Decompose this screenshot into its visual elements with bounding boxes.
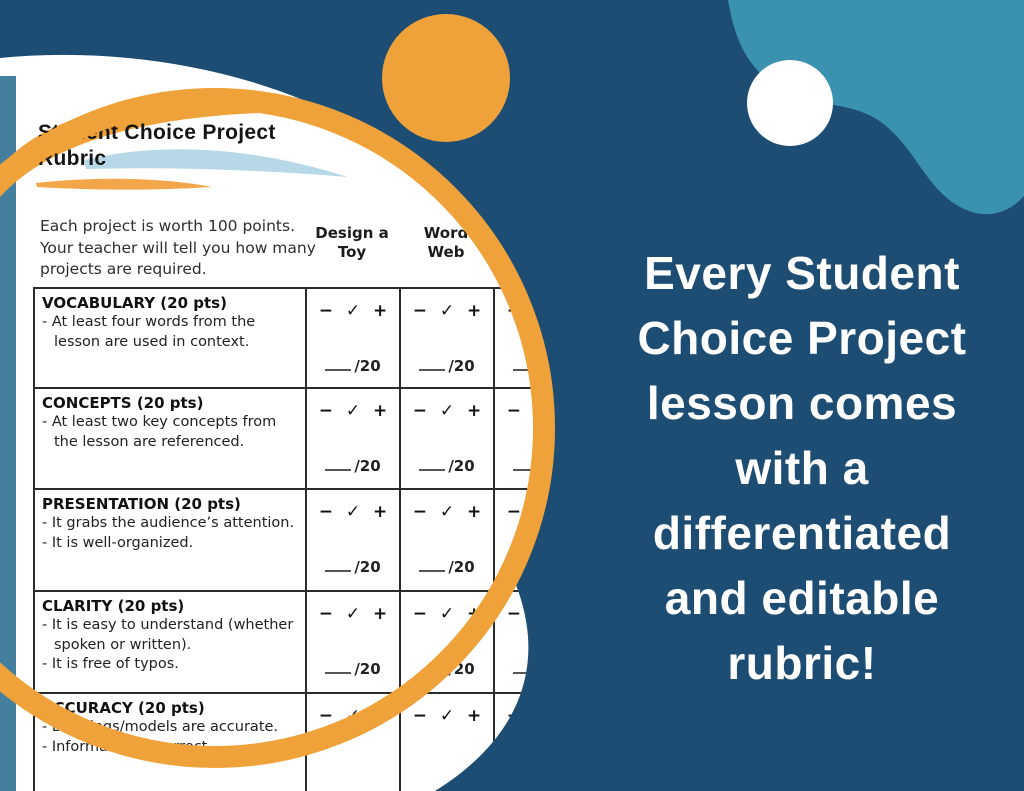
rating-marks: − ✓ + (412, 604, 482, 624)
rating-marks: − ✓ + (506, 301, 576, 321)
criterion: PRESENTATION (20 pts) It grabs the audie… (42, 494, 302, 553)
rating-marks: − ✓ + (412, 706, 482, 726)
headline: Every Student Choice Project lesson come… (578, 241, 1024, 696)
rating-marks: − ✓ + (506, 604, 576, 624)
score-line: /20 (495, 355, 587, 375)
document-edge-bar (0, 76, 16, 791)
score-blank (419, 658, 445, 674)
score-cell: − ✓ + /20 (307, 389, 399, 421)
score-cell: − ✓ + /20 (401, 490, 493, 522)
table-row-accuracy: ACCURACY (20 pts) Drawings/models are ac… (35, 694, 655, 791)
score-line: /20 (401, 658, 493, 678)
rating-marks: − ✓ + (506, 401, 576, 421)
score-line: /20 (401, 455, 493, 475)
score-cell: − ✓ + /20 (495, 389, 587, 421)
score-cell: − ✓ + /20 (401, 592, 493, 624)
criterion-bullet: It is well-organized. (42, 534, 302, 554)
score-cell: − ✓ + /20 (495, 490, 587, 522)
title-underline-swoosh (36, 179, 212, 190)
headline-line: with a (735, 442, 869, 494)
score-blank (513, 355, 539, 371)
rating-marks: − ✓ + (318, 502, 388, 522)
headline-line: Choice Project (637, 312, 967, 364)
criterion-bullet: Drawings/models are accurate. (42, 718, 302, 738)
score-blank (513, 455, 539, 471)
score-line: /20 (401, 556, 493, 576)
headline-line: and editable (664, 572, 940, 624)
score-cell: − ✓ + /20 (495, 592, 587, 624)
document-title-line2: Rubric (38, 147, 107, 170)
teal-corner-blob (728, 0, 1024, 215)
criterion-bullet: At least four words from the lesson are … (42, 313, 302, 352)
score-blank (419, 556, 445, 572)
headline-line: differentiated (652, 507, 952, 559)
score-cell: − ✓ + (401, 694, 493, 726)
rating-marks: − ✓ + (318, 301, 388, 321)
orange-dot (382, 14, 510, 142)
score-cell: − ✓ + (307, 694, 399, 726)
score-line: /20 (307, 658, 399, 678)
criterion-title: ACCURACY (20 pts) (42, 699, 205, 717)
score-cell: − ✓ + /20 (401, 389, 493, 421)
score-cell: − ✓ + /20 (307, 289, 399, 321)
score-line: /20 (495, 658, 587, 678)
criterion-bullet: It grabs the audience’s attention. (42, 514, 302, 534)
rating-marks: − ✓ + (412, 401, 482, 421)
headline-line: lesson comes (646, 377, 958, 429)
score-cell: − ✓ + /20 (495, 289, 587, 321)
score-blank (325, 355, 351, 371)
document-intro: Each project is worth 100 points. Your t… (40, 217, 316, 278)
table-row-concepts: CONCEPTS (20 pts) At least two key conce… (35, 389, 655, 490)
criterion: CONCEPTS (20 pts) At least two key conce… (42, 393, 302, 452)
score-line: /20 (307, 556, 399, 576)
table-row-vocabulary: VOCABULARY (20 pts) At least four words … (35, 289, 655, 389)
rating-marks: − ✓ + (318, 401, 388, 421)
document-title: Student Choice Project Rubric (38, 120, 276, 172)
criterion: ACCURACY (20 pts) Drawings/models are ac… (42, 698, 302, 757)
criterion-title: PRESENTATION (20 pts) (42, 495, 241, 513)
score-line: /20 (495, 455, 587, 475)
score-cell: − ✓ + /20 (307, 490, 399, 522)
table-row-clarity: CLARITY (20 pts) It is easy to understan… (35, 592, 655, 694)
headline-line: Every Student (644, 247, 960, 299)
score-blank (513, 658, 539, 674)
criterion-bullet: At least two key concepts from the lesso… (42, 413, 302, 452)
score-blank (513, 556, 539, 572)
rubric-table: VOCABULARY (20 pts) At least four words … (33, 287, 657, 791)
rating-marks: − ✓ + (412, 502, 482, 522)
score-cell: − ✓ + /20 (307, 592, 399, 624)
score-cell: − ✓ + (495, 694, 587, 726)
table-row-presentation: PRESENTATION (20 pts) It grabs the audie… (35, 490, 655, 592)
criterion-title: CONCEPTS (20 pts) (42, 394, 204, 412)
white-dot (747, 60, 833, 146)
score-blank (325, 556, 351, 572)
score-line: /20 (307, 355, 399, 375)
score-blank (419, 355, 445, 371)
score-line: /20 (495, 556, 587, 576)
criterion-title: CLARITY (20 pts) (42, 597, 185, 615)
criterion: CLARITY (20 pts) It is easy to understan… (42, 596, 302, 675)
score-line: /20 (401, 355, 493, 375)
criterion-bullet: Information is correct. (42, 738, 302, 758)
column-header-design-a-toy: Design a Toy (315, 224, 389, 261)
criterion-bullet: It is easy to understand (whether spoken… (42, 616, 302, 655)
rating-marks: − ✓ + (318, 706, 388, 726)
criterion-title: VOCABULARY (20 pts) (42, 294, 227, 312)
rating-marks: − ✓ + (506, 706, 576, 726)
criterion: VOCABULARY (20 pts) At least four words … (42, 293, 302, 352)
score-blank (419, 455, 445, 471)
score-blank (325, 658, 351, 674)
rating-marks: − ✓ + (412, 301, 482, 321)
headline-line: rubric! (727, 637, 877, 689)
document-title-line1: Student Choice Project (38, 121, 276, 144)
rating-marks: − ✓ + (318, 604, 388, 624)
score-line: /20 (307, 455, 399, 475)
rating-marks: − ✓ + (506, 502, 576, 522)
criterion-bullet: It is free of typos. (42, 655, 302, 675)
score-blank (325, 455, 351, 471)
score-cell: − ✓ + /20 (401, 289, 493, 321)
column-header-word-web: Word Web (423, 224, 469, 261)
